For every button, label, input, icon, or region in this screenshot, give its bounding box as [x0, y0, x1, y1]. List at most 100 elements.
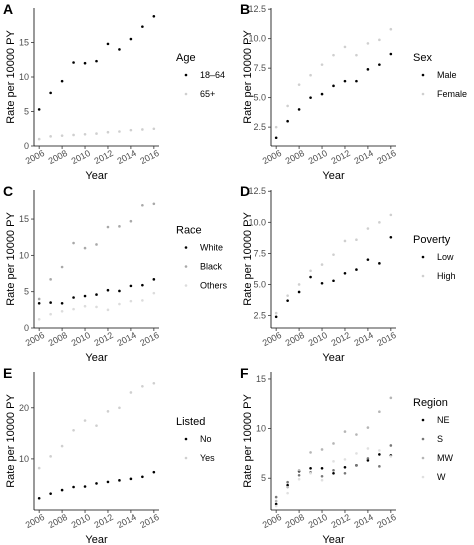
panel-label: E — [3, 365, 12, 381]
legend-key — [421, 437, 425, 441]
data-point — [286, 483, 289, 487]
legend-title: Listed — [176, 416, 205, 428]
data-point — [378, 410, 381, 414]
x-tick-label: 2008 — [284, 148, 306, 166]
data-point — [49, 301, 52, 304]
y-tick-label: 15 — [19, 38, 29, 48]
y-tick-label: 2.5 — [253, 122, 266, 132]
legend-title: Sex — [413, 52, 432, 64]
data-point — [60, 309, 64, 313]
data-point — [355, 464, 358, 467]
data-point — [343, 271, 347, 275]
data-point — [37, 496, 41, 500]
y-tick-label: 0 — [24, 141, 29, 151]
data-point — [106, 308, 110, 312]
y-tick-label: 5.0 — [253, 93, 266, 103]
data-point — [49, 312, 52, 316]
data-point — [106, 225, 110, 229]
data-point — [106, 410, 110, 413]
data-point — [332, 84, 335, 88]
data-point — [129, 128, 133, 132]
data-point — [95, 132, 98, 135]
data-point — [106, 480, 110, 484]
legend-label: Low — [437, 252, 454, 262]
series-1 — [274, 52, 393, 140]
x-tick-label: 2010 — [70, 330, 92, 348]
y-tick-label: 5.0 — [253, 279, 266, 289]
data-point — [72, 61, 75, 64]
panel-label: B — [240, 1, 250, 17]
data-point — [320, 281, 324, 285]
data-point — [297, 283, 301, 286]
data-point — [95, 482, 98, 485]
data-point — [83, 304, 87, 308]
data-point — [152, 381, 156, 385]
legend-key — [184, 92, 188, 96]
x-tick-label: 2008 — [284, 330, 306, 348]
y-tick-label: 15 — [19, 214, 29, 224]
y-tick-label: 0 — [24, 323, 29, 333]
data-point — [286, 119, 289, 123]
panel-f: F 5 10 15 2006 2008 2010 2012 2014 2016 Year Rate p… — [240, 365, 453, 545]
x-tick-label: 2010 — [70, 148, 92, 166]
data-point — [83, 61, 87, 65]
y-axis-title: Rate per 10000 PY — [5, 394, 17, 488]
data-point — [152, 14, 156, 18]
x-tick-label: 2012 — [330, 512, 352, 530]
data-point — [389, 396, 393, 400]
y-tick-label: 10 — [19, 250, 29, 260]
x-tick-label: 2016 — [375, 148, 397, 166]
series-2 — [274, 213, 393, 315]
data-point — [95, 305, 98, 309]
data-point — [297, 477, 301, 481]
data-point — [355, 268, 358, 271]
data-point — [152, 127, 156, 131]
legend-label: No — [200, 434, 212, 444]
data-point — [366, 457, 370, 460]
data-point — [141, 385, 144, 388]
legend-key — [421, 255, 425, 259]
data-point — [343, 45, 347, 49]
x-tick-label: 2006 — [24, 512, 46, 530]
data-point — [49, 492, 52, 495]
legend-label: Yes — [200, 453, 215, 463]
data-point — [389, 213, 393, 217]
legend-key — [421, 475, 425, 479]
data-point — [320, 92, 324, 96]
x-tick-label: 2014 — [115, 148, 137, 166]
data-point — [343, 466, 347, 469]
x-tick-label: 2006 — [261, 330, 283, 348]
series-1 — [274, 235, 393, 319]
x-tick-label: 2016 — [138, 330, 160, 348]
data-point — [389, 444, 393, 447]
data-point — [332, 253, 335, 256]
data-point — [72, 133, 75, 137]
x-axis-title: Year — [322, 352, 345, 364]
data-point — [141, 128, 144, 131]
y-tick-label: 10.0 — [248, 34, 266, 44]
x-tick-label: 2014 — [352, 330, 374, 348]
data-point — [106, 42, 110, 46]
panel-label: F — [240, 365, 249, 381]
data-point — [37, 108, 41, 111]
y-tick-label: 10.0 — [248, 217, 266, 227]
data-point — [60, 302, 64, 305]
x-tick-label: 2012 — [93, 512, 115, 530]
data-point — [118, 302, 121, 306]
data-point — [274, 504, 278, 508]
legend-label: Male — [437, 70, 457, 80]
data-point — [72, 428, 75, 432]
legend-key — [184, 246, 188, 249]
series-3 — [37, 291, 156, 321]
data-point — [366, 459, 370, 462]
data-point — [309, 471, 312, 475]
y-tick-label: 5 — [261, 473, 266, 483]
data-point — [106, 288, 110, 292]
series-1 — [37, 278, 156, 305]
x-tick-label: 2012 — [330, 148, 352, 166]
data-point — [37, 317, 41, 321]
data-point — [343, 471, 347, 475]
data-point — [389, 52, 393, 56]
data-point — [141, 475, 144, 479]
legend-label: NE — [437, 415, 450, 425]
